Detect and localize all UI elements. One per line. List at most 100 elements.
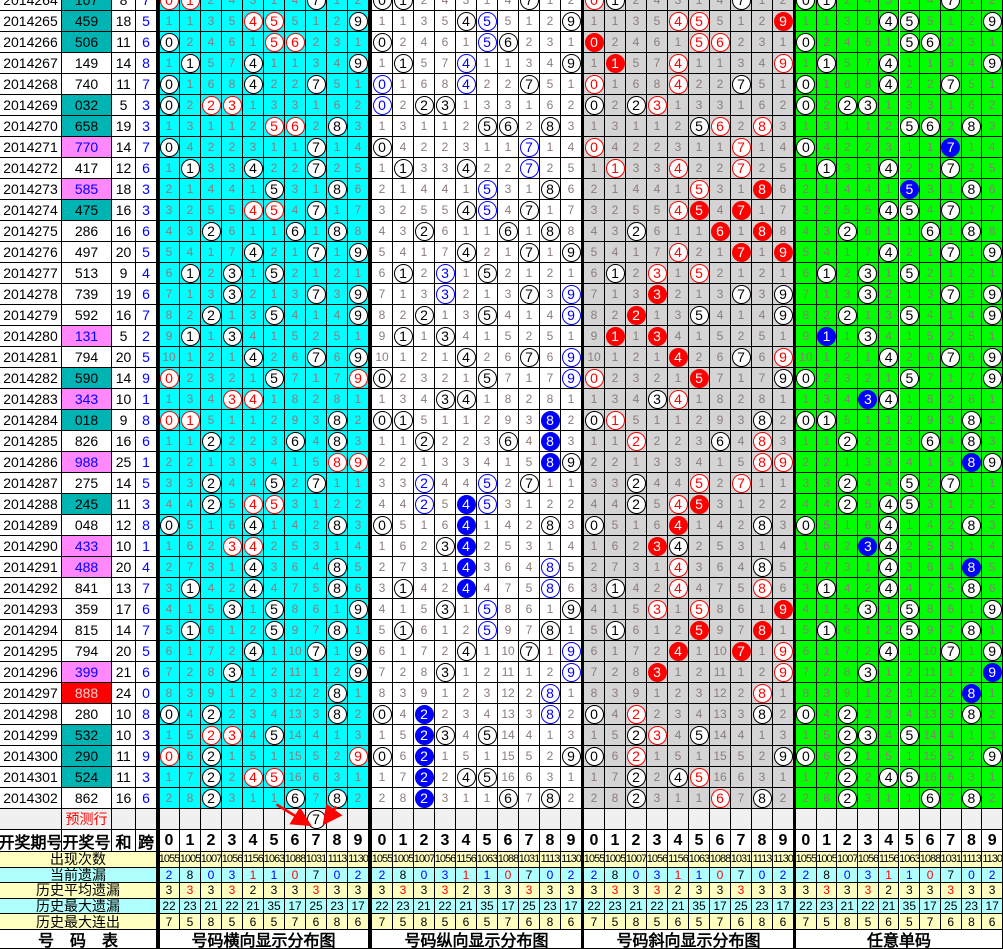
drawn-digit-ball: 8: [327, 431, 347, 451]
diagonal-cell: 7: [605, 767, 626, 788]
predict-cell[interactable]: [201, 809, 222, 830]
predict-cell[interactable]: [243, 809, 264, 830]
vertical-cell: 9: [561, 305, 582, 326]
stat-value: 5: [441, 914, 449, 929]
vertical-cell: 1: [372, 53, 393, 74]
miss-count: 8: [823, 791, 830, 805]
miss-count: 5: [420, 602, 428, 616]
stat-value: 7: [504, 914, 512, 929]
digit-label: 8: [545, 831, 555, 849]
draw-sum: 14: [115, 370, 132, 386]
draw-sum: 10: [115, 538, 132, 554]
horizontal-cell: 7: [159, 662, 180, 683]
drawn-digit-ball: 5: [264, 494, 284, 514]
row-period-cell: 2014274: [0, 200, 62, 221]
miss-count: 2: [653, 140, 661, 154]
section-divider: [581, 0, 584, 949]
diagonal-cell: 5: [668, 746, 689, 767]
miss-count: 6: [716, 560, 724, 574]
horizontal-cell: 3: [348, 116, 369, 137]
stat-value: 3: [378, 883, 386, 898]
miss-count: 4: [988, 539, 996, 553]
diagonal-cell: 7: [710, 578, 731, 599]
predict-cell[interactable]: [159, 809, 180, 830]
horizontal-cell: 4: [348, 137, 369, 158]
miss-count: 5: [590, 623, 598, 637]
horizontal-cell: 1: [243, 368, 264, 389]
row-span-cell: 6: [136, 662, 157, 683]
drawn-digit-ball: 7: [519, 0, 539, 10]
miss-count: 1: [249, 413, 257, 427]
miss-count: 1: [758, 728, 766, 742]
drawn-digit-ball: 2: [414, 305, 434, 325]
horizontal-cell: 4: [285, 515, 306, 536]
drawn-digit-ball: 8: [540, 788, 560, 808]
diagonal-cell: 7: [731, 788, 752, 809]
miss-count: 2: [186, 35, 194, 49]
stat-value-cell: 3: [222, 867, 243, 884]
vertical-cell: 2: [393, 32, 414, 53]
miss-count: 1: [525, 266, 533, 280]
miss-count: 4: [186, 245, 194, 259]
drawn-digit-ball: 5: [899, 368, 919, 388]
single-cell: 3: [796, 200, 817, 221]
predict-cell: [752, 809, 773, 830]
vertical-cell: 7: [519, 473, 540, 494]
row-sum-cell: 10: [112, 389, 136, 410]
row-number-cell: 739: [62, 284, 112, 305]
drawn-digit-ball: 0: [159, 95, 179, 115]
stat-value-cell: 35: [264, 898, 285, 915]
miss-count: 1: [590, 119, 598, 133]
single-cell: 3: [816, 473, 838, 494]
diagonal-cell: 4: [668, 389, 689, 410]
vertical-cell: 2: [498, 473, 519, 494]
horizontal-cell: 4: [243, 326, 264, 347]
diagonal-cell: 4: [668, 515, 689, 536]
miss-count: 1: [758, 644, 766, 658]
stat-value: 6: [567, 914, 575, 929]
predict-cell[interactable]: [327, 809, 348, 830]
vertical-cell: 1: [519, 494, 540, 515]
miss-count: 3: [947, 707, 955, 721]
miss-count: 1: [653, 623, 661, 637]
miss-count: 4: [546, 56, 554, 70]
single-cell: 3: [816, 683, 838, 704]
predict-cell[interactable]: [348, 809, 369, 830]
miss-count: 2: [947, 392, 955, 406]
vertical-cell: 2: [519, 326, 540, 347]
digit-label: 0: [589, 831, 599, 849]
horizontal-cell: 3: [285, 95, 306, 116]
miss-count: 1: [441, 308, 449, 322]
vertical-cell: 3: [477, 431, 498, 452]
diagonal-cell: 1: [689, 284, 710, 305]
predict-cell[interactable]: [180, 809, 201, 830]
stat-value: 1005: [180, 853, 201, 866]
horizontal-cell: 1: [159, 116, 180, 137]
miss-count: 2: [716, 266, 724, 280]
single-cell: 5: [899, 32, 921, 53]
single-cell: 0: [796, 746, 817, 767]
miss-count: 2: [906, 665, 913, 679]
diagonal-cell: 1: [752, 641, 773, 662]
stat-value-cell: 3: [498, 883, 519, 899]
drawn-digit-ball: 8: [961, 410, 981, 430]
stat-value-cell: 1156: [878, 852, 900, 868]
miss-count: 2: [399, 455, 407, 469]
digit-column-header: 4: [878, 830, 900, 852]
diagonal-cell: 1: [773, 326, 794, 347]
predict-cell[interactable]: [285, 809, 306, 830]
miss-count: 7: [291, 371, 299, 385]
stat-value-cell: 7: [519, 867, 540, 884]
vertical-cell: 2: [414, 788, 435, 809]
predict-cell[interactable]: [222, 809, 243, 830]
vertical-cell: 4: [498, 305, 519, 326]
miss-count: 1: [270, 0, 278, 7]
predict-cell[interactable]: [264, 809, 285, 830]
diagonal-cell: 5: [689, 368, 710, 389]
miss-count: 2: [441, 140, 449, 154]
horizontal-cell: 3: [243, 137, 264, 158]
miss-count: 1: [802, 770, 810, 784]
miss-count: 5: [653, 14, 661, 28]
predict-cell[interactable]: 7: [306, 809, 327, 830]
stat-value-cell: 0: [961, 867, 983, 884]
